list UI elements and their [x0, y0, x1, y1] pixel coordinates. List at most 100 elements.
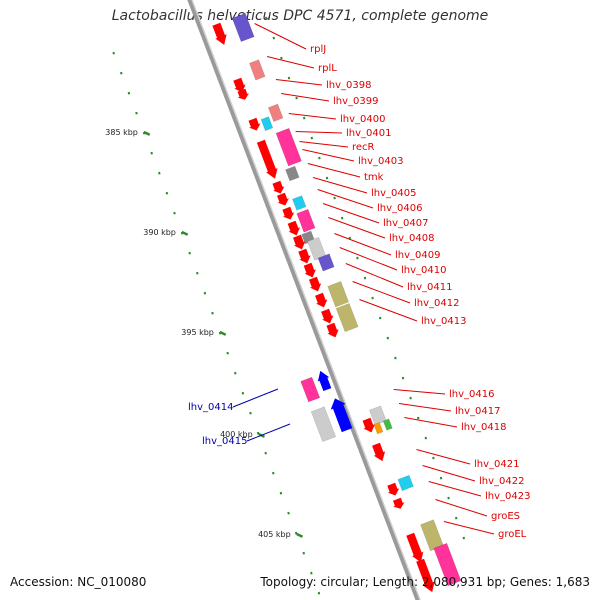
- gene-arrow: [326, 322, 339, 338]
- scale-label: 405 kbp: [258, 530, 291, 539]
- gene-arrow: [387, 482, 400, 496]
- gene-leader-line: [232, 388, 279, 408]
- scale-tick: [143, 130, 151, 136]
- gene-arrow: [303, 262, 316, 278]
- gene-label: lhv_0418: [461, 422, 506, 433]
- gene-feature: [310, 406, 337, 442]
- gene-label: lhv_0406: [377, 203, 422, 214]
- gene-arrow: [362, 417, 375, 433]
- gene-arrow: [406, 532, 424, 563]
- gene-feature: [382, 418, 393, 431]
- gene-label: lhv_0401: [346, 128, 391, 139]
- scale-dot: [287, 511, 290, 515]
- gene-leader-line: [295, 131, 343, 134]
- gene-arrow: [272, 180, 285, 194]
- gene-leader-line: [416, 449, 471, 465]
- gene-arrow: [372, 442, 386, 462]
- gene-arrow: [315, 292, 328, 308]
- scale-tick: [181, 230, 189, 236]
- gene-leader-line: [322, 203, 380, 224]
- gene-leader-line: [352, 281, 411, 304]
- gene-feature: [317, 253, 335, 272]
- scale-tick: [296, 532, 304, 538]
- gene-label: lhv_0413: [421, 316, 466, 327]
- gene-arrow: [256, 139, 278, 179]
- scale-label: 385 kbp: [105, 128, 138, 137]
- gene-leader-line: [302, 149, 355, 162]
- gene-feature: [300, 376, 321, 403]
- gene-leader-line: [339, 247, 398, 271]
- gene-label: lhv_0422: [479, 476, 524, 487]
- gene-label: lhv_0414: [188, 402, 233, 413]
- gene-feature: [327, 281, 349, 308]
- gene-arrow: [293, 234, 306, 250]
- gene-arrow: [233, 77, 246, 93]
- gene-label: lhv_0405: [371, 188, 416, 199]
- gene-feature: [296, 208, 316, 233]
- map-title: Lactobacillus helveticus DPC 4571, compl…: [111, 8, 489, 24]
- gene-leader-line: [299, 141, 349, 148]
- gene-feature: [397, 474, 414, 492]
- genome-backbone: [187, 0, 421, 600]
- genome-backbone-highlight: [191, 0, 421, 600]
- gene-leader-line: [398, 403, 452, 412]
- gene-arrow: [309, 276, 322, 292]
- gene-leader-line: [254, 23, 307, 50]
- gene-label: lhv_0403: [358, 156, 403, 167]
- gene-label: lhv_0412: [414, 298, 459, 309]
- gene-leader-line: [428, 481, 482, 497]
- gene-arrow: [298, 248, 311, 264]
- gene-arrow: [317, 370, 332, 391]
- scale-dot: [302, 551, 305, 555]
- scale-dot: [317, 591, 321, 595]
- gene-label: lhv_0398: [326, 80, 371, 91]
- scale-dot: [310, 571, 313, 575]
- scale-tick: [219, 330, 227, 336]
- gene-feature: [335, 303, 359, 333]
- gene-leader-line: [317, 189, 374, 209]
- gene-leader-line: [328, 217, 386, 239]
- gene-label: tmk: [364, 172, 384, 183]
- gene-arrow: [212, 22, 227, 45]
- gene-leader-line: [266, 56, 315, 69]
- gene-arrow: [416, 558, 435, 593]
- gene-label: lhv_0409: [395, 250, 440, 261]
- gene-leader-line: [435, 499, 488, 517]
- gene-leader-line: [334, 233, 392, 256]
- gene-feature: [433, 542, 462, 587]
- gene-leader-line: [307, 163, 361, 178]
- gene-leader-line: [288, 113, 337, 120]
- gene-label: lhv_0410: [401, 265, 446, 276]
- gene-label: lhv_0411: [407, 282, 452, 293]
- scale-label: 390 kbp: [143, 228, 176, 237]
- gene-leader-line: [345, 263, 404, 288]
- gene-feature: [292, 195, 307, 211]
- gene-feature: [267, 103, 284, 122]
- gene-feature: [373, 422, 384, 435]
- gene-leader-line: [312, 177, 368, 194]
- gene-feature: [249, 59, 266, 81]
- gene-leader-line: [443, 521, 495, 535]
- gene-arrow: [237, 88, 249, 100]
- accession-label: Accession: NC_010080: [10, 575, 147, 589]
- gene-feature: [285, 165, 300, 182]
- gene-label: lhv_0417: [455, 406, 500, 417]
- gene-label: rplL: [318, 63, 337, 74]
- gene-feature: [275, 127, 302, 167]
- gene-label: groEL: [498, 529, 527, 540]
- genome-stats: Topology: circular; Length: 2,080,931 bp…: [260, 575, 590, 589]
- scale-label: 400 kbp: [220, 430, 253, 439]
- gene-label: groES: [491, 511, 520, 522]
- gene-leader-line: [275, 79, 323, 86]
- gene-label: lhv_0399: [333, 96, 378, 107]
- gene-label: lhv_0416: [449, 389, 494, 400]
- gene-leader-line: [359, 299, 418, 322]
- gene-arrow: [248, 117, 261, 131]
- gene-label: lhv_0408: [389, 233, 434, 244]
- gene-leader-line: [246, 423, 291, 442]
- gene-leader-line: [404, 417, 458, 428]
- gene-leader-line: [393, 389, 446, 395]
- gene-label: lhv_0400: [340, 114, 385, 125]
- gene-feature: [260, 116, 274, 132]
